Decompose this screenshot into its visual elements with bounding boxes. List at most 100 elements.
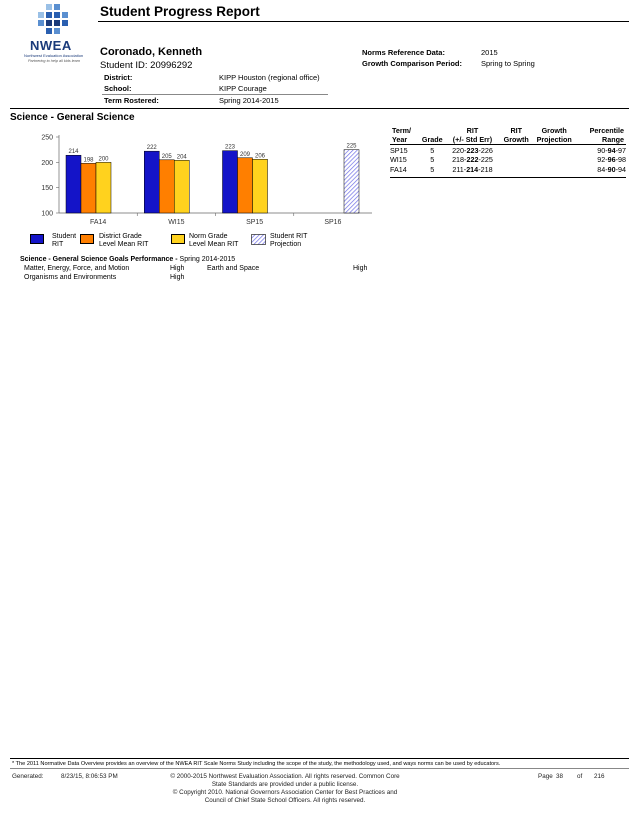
- row-growth-projection: [532, 146, 576, 156]
- goals-title: Science - General Science Goals Performa…: [20, 256, 235, 263]
- goal-name: Earth and Space: [207, 265, 260, 272]
- header-rule: [98, 21, 629, 22]
- header-term: Term/Year: [392, 126, 412, 144]
- logo-name: NWEA: [30, 38, 72, 53]
- y-tick-label: 150: [41, 185, 53, 192]
- rit-table-header: Term/Year Grade RIT (+/- Std Err) RIT Grow…: [390, 126, 626, 145]
- legend-label-projection: Student RIT Projection: [270, 233, 308, 248]
- data-label: 206: [255, 153, 266, 159]
- rit-bar-chart: 100 150 200 250 FA14 214 198 200 WI15 222 205 204 SP…: [41, 135, 372, 226]
- row-grade: 5: [430, 155, 435, 164]
- section-rule: [10, 108, 629, 109]
- y-tick-label: 200: [41, 160, 53, 167]
- row-growth-projection: [532, 165, 576, 175]
- row-rit: 220-223-226: [452, 145, 493, 155]
- legend-swatch-student: [30, 234, 44, 244]
- row-rit: 211-214-218: [452, 164, 493, 174]
- row-percentile: 90-94-97: [597, 145, 626, 155]
- page-total: 216: [594, 773, 605, 780]
- table-row: FA14 5 211-214-218 84-90-94: [390, 165, 626, 175]
- row-grade: 5: [430, 145, 435, 155]
- legend-swatch-projection: [251, 234, 266, 245]
- table-row: SP15 5 220-223-226 90-94-97: [390, 146, 626, 156]
- row-growth-projection: [532, 155, 576, 165]
- norms-reference-value: 2015: [481, 48, 498, 57]
- legend-label-student: Student RIT: [52, 233, 77, 248]
- data-label: 214: [68, 149, 79, 155]
- row-percentile: 84-90-94: [597, 164, 626, 174]
- row-term: WI15: [390, 155, 407, 164]
- growth-period-value: Spring to Spring: [481, 59, 535, 68]
- x-tick-label: WI15: [168, 219, 184, 226]
- x-tick-label: FA14: [90, 219, 106, 226]
- goal-level: High: [170, 265, 185, 272]
- section-title: Science - General Science: [10, 112, 135, 123]
- header-growth-projection: Growth Projection: [536, 126, 572, 144]
- school-value: KIPP Courage: [219, 84, 267, 93]
- bar-norm-grade-level-mean-rit: [174, 160, 190, 214]
- row-term: SP15: [390, 145, 408, 155]
- bar-student-rit: [65, 154, 82, 214]
- norms-reference-label: Norms Reference Data:: [362, 48, 445, 57]
- goals-title-term: Spring 2014-2015: [179, 256, 236, 263]
- row-rit-growth: [500, 165, 532, 175]
- data-label: 204: [177, 154, 188, 160]
- district-label: District:: [104, 73, 133, 82]
- goal-name: Organisms and Environments: [24, 274, 117, 281]
- row-grade: 5: [430, 164, 435, 174]
- bar-norm-grade-level-mean-rit: [95, 162, 112, 214]
- x-tick-label: SP16: [324, 219, 341, 226]
- header-percentile-range: Percentile Range: [589, 126, 624, 144]
- student-id-label: Student ID:: [100, 60, 148, 71]
- data-label: 225: [346, 144, 357, 150]
- legend-swatch-district: [80, 234, 94, 244]
- bar-district-grade-level-mean-rit: [159, 159, 175, 214]
- data-label: 222: [147, 145, 158, 151]
- copyright: © 2000-2015 Northwest Evaluation Associa…: [170, 773, 400, 804]
- row-rit-growth: [500, 155, 532, 165]
- bar-district-grade-level-mean-rit: [80, 163, 97, 214]
- page-number: 38: [556, 773, 564, 780]
- logo-tagline: Partnering to help all kids learn: [28, 59, 81, 63]
- bar-student-rit-projection: [343, 149, 360, 214]
- goal-level: High: [353, 265, 368, 272]
- row-percentile: 92-96-98: [597, 155, 626, 164]
- chart-legend: Student RIT District Grade Level Mean RIT …: [30, 232, 370, 252]
- bar-district-grade-level-mean-rit: [237, 157, 253, 214]
- info-rule: [102, 93, 328, 95]
- goal-name: Matter, Energy, Force, and Motion: [24, 265, 130, 272]
- y-tick-label: 250: [41, 135, 53, 142]
- district-value: KIPP Houston (regional office): [219, 73, 320, 82]
- data-label: 205: [162, 154, 173, 160]
- growth-period-label: Growth Comparison Period:: [362, 59, 463, 68]
- x-tick-label: SP15: [246, 219, 263, 226]
- data-label: 209: [240, 152, 251, 158]
- nwea-emblem-icon: [38, 4, 68, 34]
- row-term: FA14: [390, 164, 407, 174]
- legend-label-district: District Grade Level Mean RIT: [99, 233, 149, 248]
- goal-level: High: [170, 274, 185, 281]
- goals-title-bold: Science - General Science Goals Performa…: [20, 256, 178, 263]
- data-label: 198: [83, 157, 94, 163]
- school-label: School:: [104, 84, 132, 93]
- rit-table: Term/Year Grade RIT (+/- Std Err) RIT Grow…: [390, 126, 626, 178]
- header-rit-growth: RIT Growth: [503, 126, 529, 144]
- row-rit-growth: [500, 146, 532, 156]
- student-name: Coronado, Kenneth: [100, 46, 203, 58]
- generated-value: 8/23/15, 8:06:53 PM: [61, 773, 118, 780]
- header-grade: Grade: [421, 134, 443, 144]
- generated-label: Generated:: [12, 773, 44, 780]
- footer-rule-2: [10, 768, 629, 769]
- footnote: * The 2011 Normative Data Overview provi…: [12, 761, 501, 767]
- nwea-logo: NWEA Northwest Evaluation Association Pa…: [14, 4, 94, 66]
- legend-label-norm: Norm Grade Level Mean RIT: [189, 233, 239, 248]
- page-label: Page: [538, 773, 553, 780]
- legend-swatch-norm: [171, 234, 185, 244]
- y-tick-label: 100: [41, 211, 53, 218]
- logo-org: Northwest Evaluation Association: [24, 53, 84, 58]
- row-rit: 218-222-225: [452, 155, 493, 164]
- report-title: Student Progress Report: [100, 4, 260, 19]
- data-label: 200: [98, 156, 109, 162]
- table-row: WI15 5 218-222-225 92-96-98: [390, 155, 626, 165]
- bar-student-rit: [144, 150, 160, 214]
